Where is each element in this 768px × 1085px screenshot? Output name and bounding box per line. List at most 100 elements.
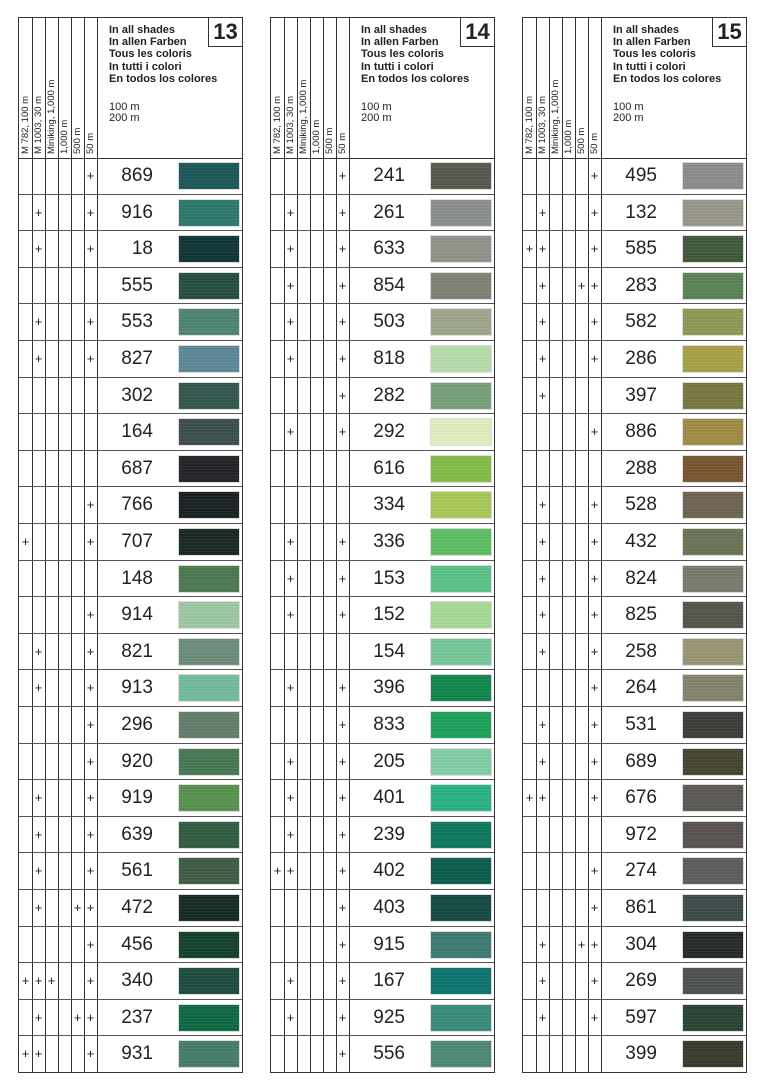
shade-code: 296: [121, 714, 153, 735]
availability-mark: +: [538, 204, 547, 220]
availability-mark: +: [577, 936, 586, 952]
availability-mark: +: [47, 973, 56, 989]
column-header-label: 500 m: [72, 127, 83, 154]
column-header-label: 50 m: [337, 132, 348, 154]
availability-mark: +: [338, 790, 347, 806]
availability-mark: +: [34, 351, 43, 366]
availability-mark: +: [338, 973, 347, 989]
color-swatch: [179, 638, 239, 665]
availability-mark: +: [538, 753, 547, 769]
column-header-label: 1,000 m: [59, 119, 70, 154]
availability-mark: +: [286, 1009, 295, 1025]
column-divider: [297, 18, 298, 1072]
color-swatch: [431, 638, 491, 665]
color-swatch: [431, 492, 491, 519]
color-swatch: [179, 419, 239, 446]
shade-code: 164: [121, 421, 153, 443]
color-swatch: [431, 1041, 491, 1068]
shade-code: 18: [131, 238, 153, 260]
shade-row: +920: [19, 744, 242, 781]
availability-mark: +: [338, 570, 347, 586]
availability-mark: +: [34, 314, 43, 330]
shade-row: + +205: [271, 744, 494, 781]
availability-mark: +: [338, 753, 347, 769]
shade-code: 495: [625, 165, 657, 186]
availability-mark: +: [86, 1009, 95, 1025]
shade-code: 616: [373, 457, 405, 479]
availability-mark: +: [86, 351, 95, 366]
column-header: M 1003, 30 m: [284, 24, 297, 154]
shade-code: 269: [625, 970, 657, 992]
availability-mark: +: [86, 717, 95, 732]
color-swatch: [683, 602, 743, 629]
shade-code: 555: [121, 274, 153, 296]
shade-row: + +336: [271, 524, 494, 561]
language-list: In all shades In allen Farben Tous les col…: [109, 24, 217, 85]
shade-row: 164: [19, 414, 242, 451]
column-header-label: 50 m: [589, 132, 600, 154]
panel-number: 13: [208, 17, 243, 47]
color-swatch: [431, 748, 491, 775]
availability-mark: +: [86, 790, 95, 806]
shade-row: + + + +340: [19, 963, 242, 1000]
color-swatch: [179, 821, 239, 848]
shade-row: + +821: [19, 634, 242, 671]
shade-code: 825: [625, 604, 657, 626]
shade-row: + + +676: [523, 780, 746, 817]
color-swatch: [431, 529, 491, 555]
column-header: M 782, 100 m: [523, 24, 536, 154]
column-header-label: Miniking, 1,000 m: [550, 79, 561, 154]
column-header: 500 m: [323, 24, 336, 154]
column-divider: [588, 18, 589, 1072]
availability-mark: +: [286, 204, 295, 220]
availability-mark: +: [338, 717, 347, 732]
availability-mark: +: [86, 497, 95, 513]
color-swatch: [179, 895, 239, 921]
color-swatch: [683, 346, 743, 372]
color-swatch: [431, 419, 491, 446]
color-swatch: [431, 821, 491, 848]
shade-row: +264: [523, 670, 746, 707]
availability-mark: +: [73, 900, 82, 915]
shade-row: +915: [271, 927, 494, 964]
availability-mark: +: [86, 204, 95, 220]
color-swatch: [431, 1004, 491, 1031]
availability-mark: +: [577, 277, 586, 293]
shade-row: + +913: [19, 670, 242, 707]
language-line: En todos los colores: [109, 72, 218, 85]
shade-row: 288: [523, 451, 746, 488]
color-swatch: [431, 565, 491, 592]
availability-mark: +: [590, 570, 599, 586]
availability-mark: +: [590, 790, 599, 806]
color-swatch: [179, 492, 239, 519]
shade-code: 472: [121, 897, 153, 918]
shade-row: + +528: [523, 487, 746, 524]
color-swatch: [683, 419, 743, 446]
availability-mark: +: [338, 534, 347, 549]
availability-mark: +: [590, 753, 599, 769]
availability-mark: +: [286, 570, 295, 586]
language-line: En todos los colores: [361, 72, 470, 85]
column-divider: [323, 18, 324, 1072]
color-swatch: [179, 565, 239, 592]
column-divider: [536, 18, 537, 1072]
column-divider: [58, 18, 59, 1072]
shade-row: +861: [523, 890, 746, 927]
column-divider: [562, 18, 563, 1072]
shade-row: +403: [271, 890, 494, 927]
color-swatch: [179, 675, 239, 702]
column-header: 500 m: [71, 24, 84, 154]
shade-row: + + +237: [19, 1000, 242, 1037]
shade-row: + +261: [271, 195, 494, 232]
availability-mark: +: [273, 863, 282, 879]
column-divider: [45, 18, 46, 1072]
color-swatch: [683, 455, 743, 482]
shade-row: + + +931: [19, 1036, 242, 1073]
shade-row: + +827: [19, 341, 242, 378]
availability-mark: +: [538, 497, 547, 513]
availability-mark: +: [338, 1046, 347, 1062]
color-swatch: [431, 382, 491, 409]
shade-row: 302: [19, 378, 242, 415]
